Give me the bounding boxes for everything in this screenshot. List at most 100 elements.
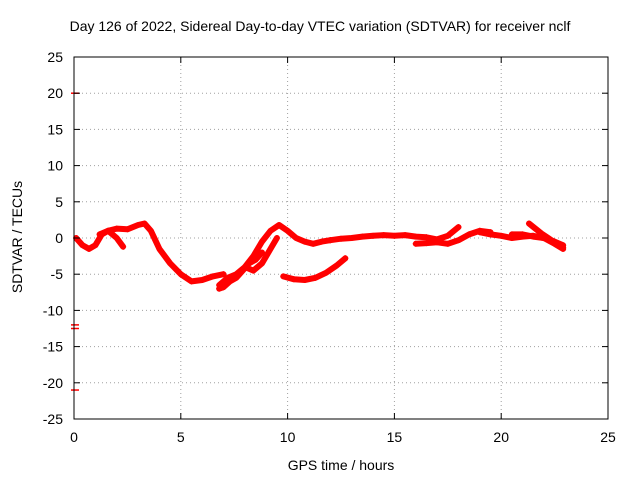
data-point xyxy=(301,238,308,245)
data-point xyxy=(199,276,206,283)
series-track-b xyxy=(96,220,227,285)
series-track-e xyxy=(241,235,280,274)
data-point xyxy=(252,256,259,263)
data-point xyxy=(124,226,131,233)
data-point xyxy=(455,237,462,244)
y-tick-label: -10 xyxy=(43,302,63,318)
data-point xyxy=(402,232,409,239)
data-point xyxy=(216,285,223,292)
series-band xyxy=(216,249,265,292)
axis-ticks: 0 5 10 15 20 25 25 20 15 10 5 0 -5 -10 -15 -20 -25 xyxy=(43,49,616,445)
data-point xyxy=(532,225,539,232)
y-tick-label: 10 xyxy=(47,158,63,174)
data-point xyxy=(342,255,349,262)
data-point xyxy=(487,231,494,238)
data-point xyxy=(147,227,154,234)
y-tick-label: 25 xyxy=(47,49,63,65)
data-point xyxy=(291,276,298,283)
data-point xyxy=(498,232,505,239)
data-point xyxy=(348,235,355,241)
data-point xyxy=(545,235,552,241)
data-point xyxy=(85,245,92,252)
y-tick-label: 0 xyxy=(55,230,63,246)
data-point xyxy=(276,221,283,228)
data-point xyxy=(423,240,430,247)
y-tick-label: -15 xyxy=(43,339,63,355)
y-tick-label: -5 xyxy=(51,266,64,282)
data-point xyxy=(455,224,462,231)
x-tick-label: 20 xyxy=(493,429,509,445)
data-point xyxy=(177,271,184,278)
data-point xyxy=(359,233,366,240)
y-axis-label: SDTVAR / TECUs xyxy=(9,180,25,294)
data-point xyxy=(258,249,265,256)
data-point xyxy=(301,276,308,283)
data-point xyxy=(105,227,112,234)
x-tick-label: 0 xyxy=(70,429,78,445)
data-point xyxy=(233,274,240,281)
series-track-f xyxy=(280,255,349,283)
data-point xyxy=(267,245,274,252)
data-point xyxy=(476,229,483,236)
data-point xyxy=(209,273,216,280)
data-point xyxy=(96,231,103,238)
y-tick-label: -25 xyxy=(43,411,63,427)
data-point xyxy=(466,231,473,238)
data-point xyxy=(538,230,545,237)
x-tick-label: 10 xyxy=(280,429,296,445)
data-point xyxy=(241,263,248,270)
data-point xyxy=(508,231,515,238)
y-tick-label: -20 xyxy=(43,375,63,391)
data-point xyxy=(444,232,451,239)
y-tick-label: 15 xyxy=(47,121,63,137)
x-tick-label: 25 xyxy=(600,429,616,445)
y-tick-label: 5 xyxy=(55,194,63,210)
data-point xyxy=(273,235,280,241)
x-tick-label: 15 xyxy=(387,429,403,445)
data-point xyxy=(380,232,387,239)
series-track-d xyxy=(216,249,265,292)
data-point xyxy=(423,234,430,241)
data-point xyxy=(519,231,526,238)
data-point xyxy=(525,220,532,227)
data-point xyxy=(113,235,120,241)
data-point xyxy=(444,240,451,247)
series-track-k xyxy=(525,220,567,251)
data-point xyxy=(434,239,441,246)
data-point xyxy=(333,262,340,269)
data-point xyxy=(135,221,142,228)
data-point xyxy=(412,233,419,240)
data-point xyxy=(267,227,274,234)
data-point xyxy=(156,245,163,252)
data-point xyxy=(167,260,174,267)
data-point xyxy=(560,244,567,251)
data-point xyxy=(370,232,377,239)
data-point xyxy=(312,274,319,281)
series-band xyxy=(526,220,567,251)
data-point xyxy=(120,243,127,250)
series-band xyxy=(96,220,227,285)
y-tick-label: 20 xyxy=(47,85,63,101)
data-point xyxy=(141,220,148,227)
data-point xyxy=(113,225,120,232)
series-band xyxy=(280,255,349,283)
data-point xyxy=(412,240,419,247)
data-point xyxy=(293,235,300,241)
data-point xyxy=(258,238,265,245)
chart-title: Day 126 of 2022, Sidereal Day-to-day VTE… xyxy=(69,18,571,34)
data-marks xyxy=(71,92,567,391)
data-point xyxy=(327,237,334,244)
series-band xyxy=(73,227,127,252)
data-point xyxy=(220,284,227,291)
data-point xyxy=(310,240,317,247)
data-point xyxy=(246,260,253,267)
data-point xyxy=(79,242,86,249)
data-point xyxy=(318,238,325,245)
data-point xyxy=(92,242,99,249)
data-point xyxy=(226,278,233,285)
data-point xyxy=(553,240,560,247)
data-point xyxy=(338,235,344,242)
data-point xyxy=(391,232,398,239)
data-point xyxy=(323,269,330,276)
